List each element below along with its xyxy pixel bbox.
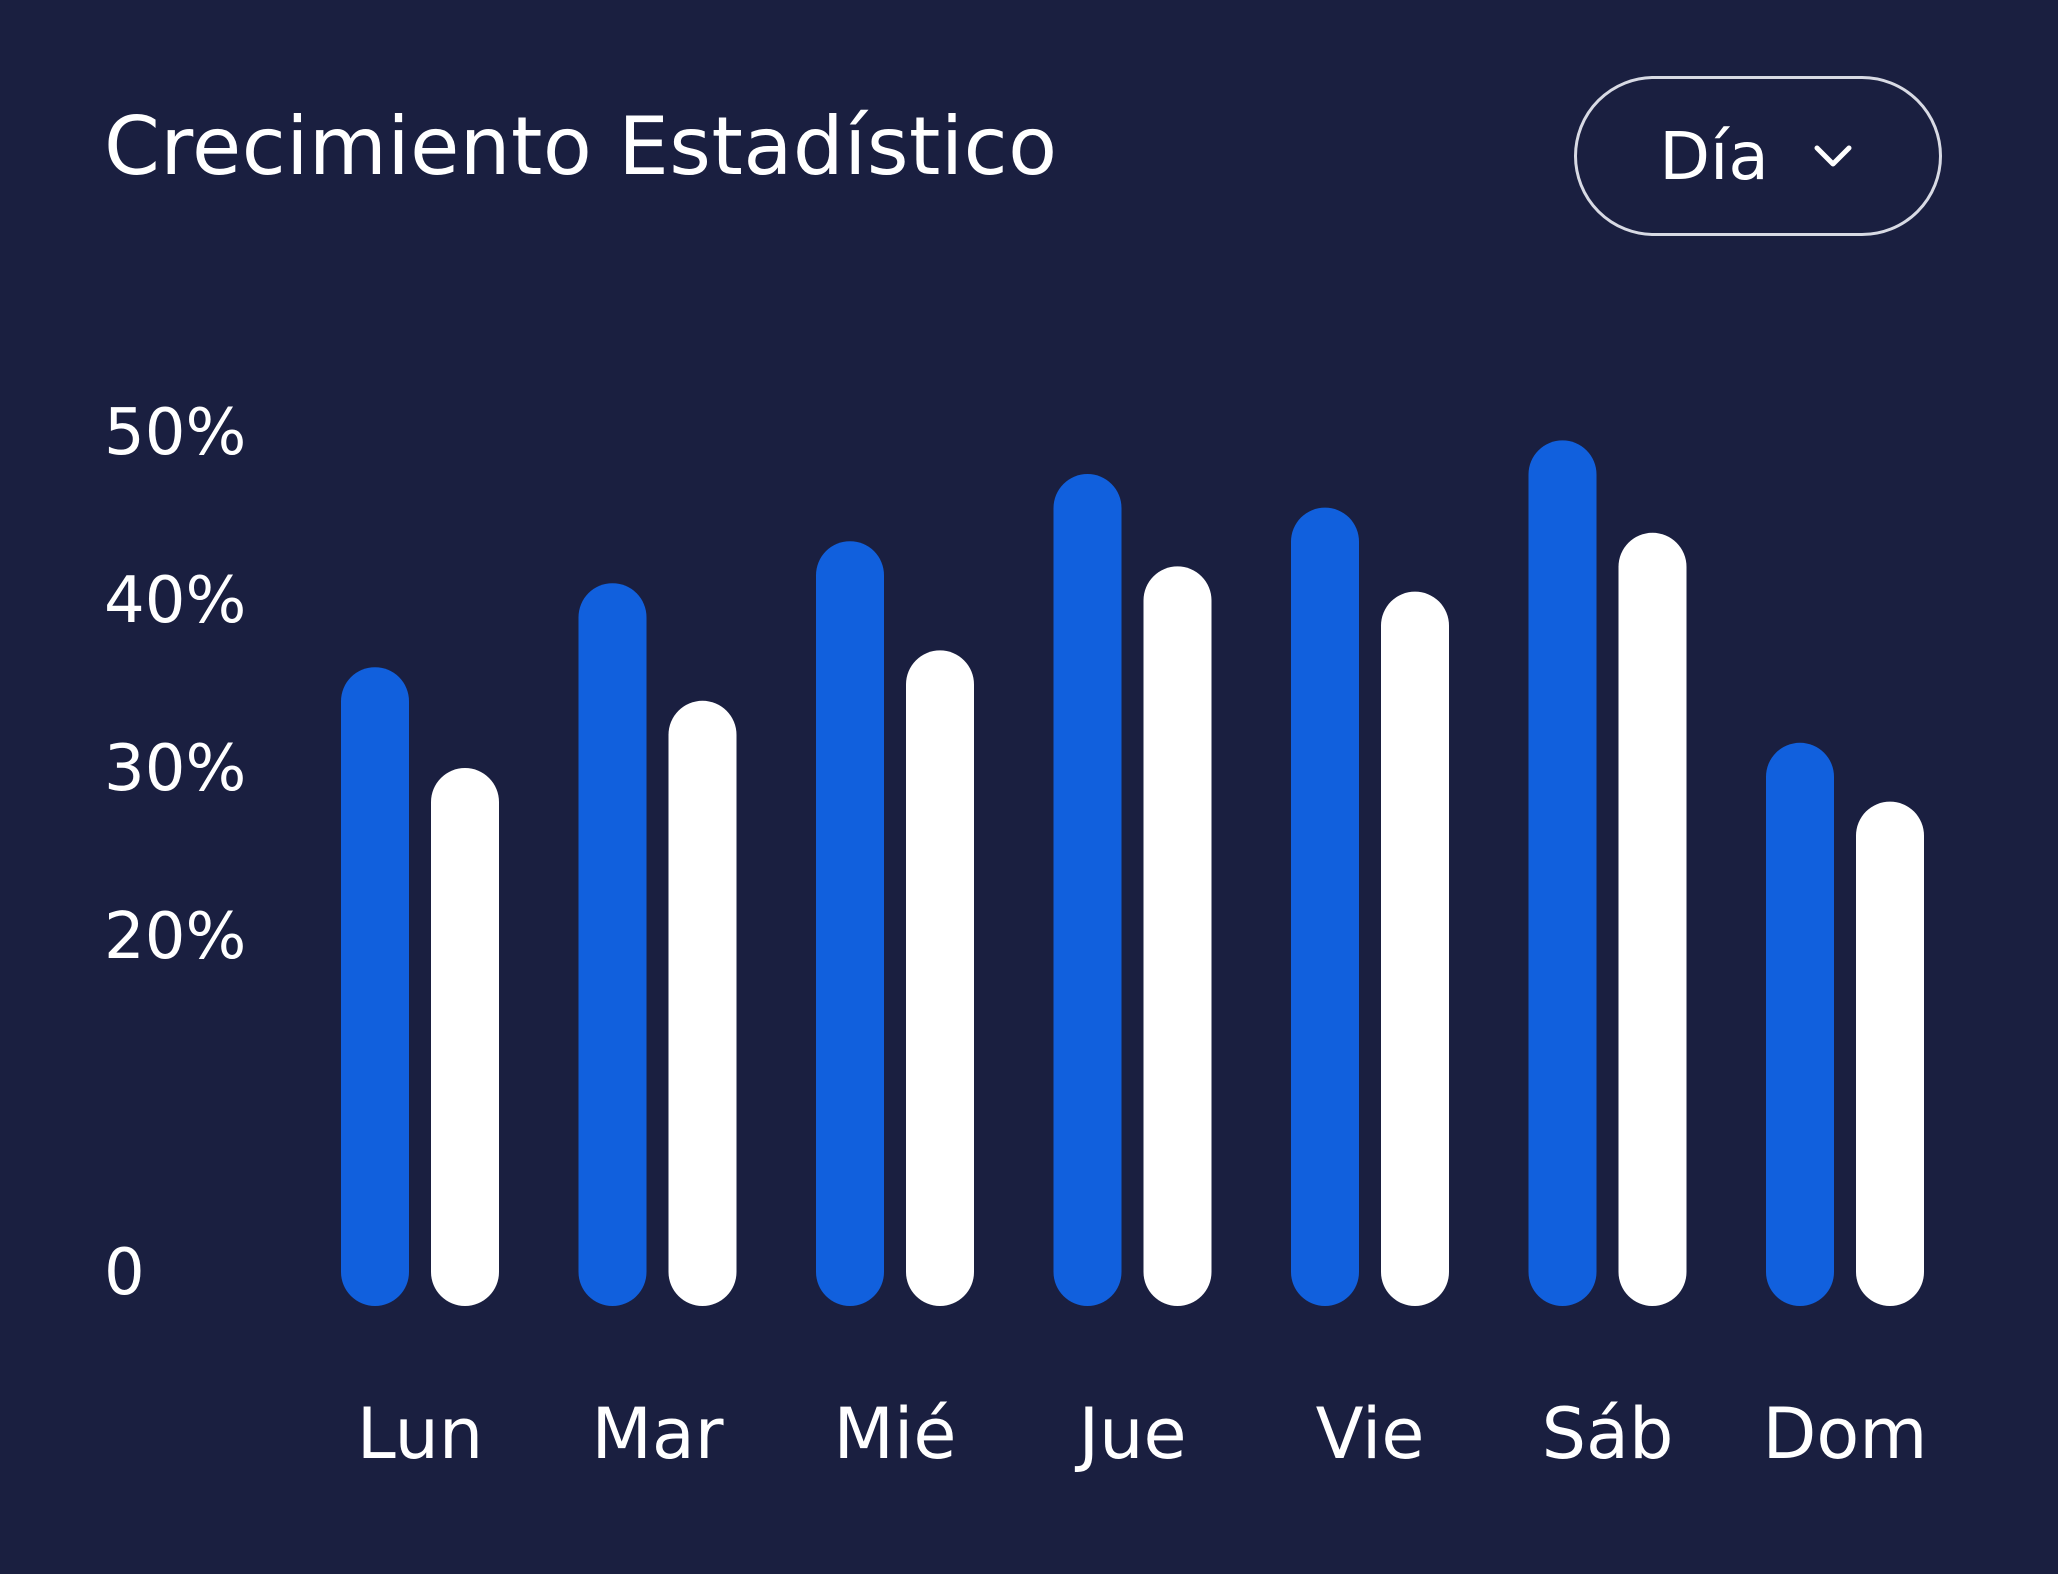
bar-series-1[interactable] (1766, 742, 1834, 1306)
bar-group (1528, 440, 1687, 1306)
chart-title: Crecimiento Estadístico (104, 100, 1058, 193)
bar-series-2[interactable] (1143, 566, 1212, 1306)
x-category-label: Dom (1763, 1393, 1928, 1475)
bar-group (816, 541, 974, 1306)
x-category-label: Lun (357, 1393, 484, 1475)
y-tick-label: 40% (104, 564, 246, 638)
x-category-label: Jue (1074, 1393, 1186, 1475)
y-tick-label: 30% (104, 732, 246, 806)
bar-series-2[interactable] (431, 768, 499, 1306)
bar-group (578, 583, 737, 1306)
x-category-label: Mar (591, 1393, 723, 1475)
x-category-label: Sáb (1542, 1393, 1674, 1475)
bar-group (1766, 742, 1924, 1306)
bar-series-1[interactable] (578, 583, 647, 1306)
bar-series-2[interactable] (906, 650, 974, 1306)
bar-series-2[interactable] (1618, 532, 1687, 1306)
y-tick-label: 0 (104, 1236, 145, 1310)
bar-series-1[interactable] (341, 667, 409, 1306)
bar-series-1[interactable] (1528, 440, 1597, 1306)
x-category-label: Vie (1316, 1393, 1425, 1475)
bar-series-2[interactable] (668, 700, 737, 1306)
bar-group (341, 667, 499, 1306)
bar-series-2[interactable] (1856, 801, 1924, 1306)
bar-group (1053, 474, 1212, 1306)
y-tick-label: 50% (104, 396, 246, 470)
x-category-label: Mié (834, 1393, 957, 1475)
period-dropdown[interactable]: Día (1574, 76, 1942, 236)
bar-series-1[interactable] (1053, 474, 1122, 1306)
bar-series-1[interactable] (816, 541, 884, 1306)
bar-series-2[interactable] (1381, 591, 1449, 1306)
period-selected-value: Día (1659, 117, 1769, 195)
chevron-down-icon (1814, 145, 1852, 167)
bar-group (1291, 507, 1449, 1307)
y-tick-label: 20% (104, 900, 246, 974)
bar-series-1[interactable] (1291, 507, 1359, 1307)
